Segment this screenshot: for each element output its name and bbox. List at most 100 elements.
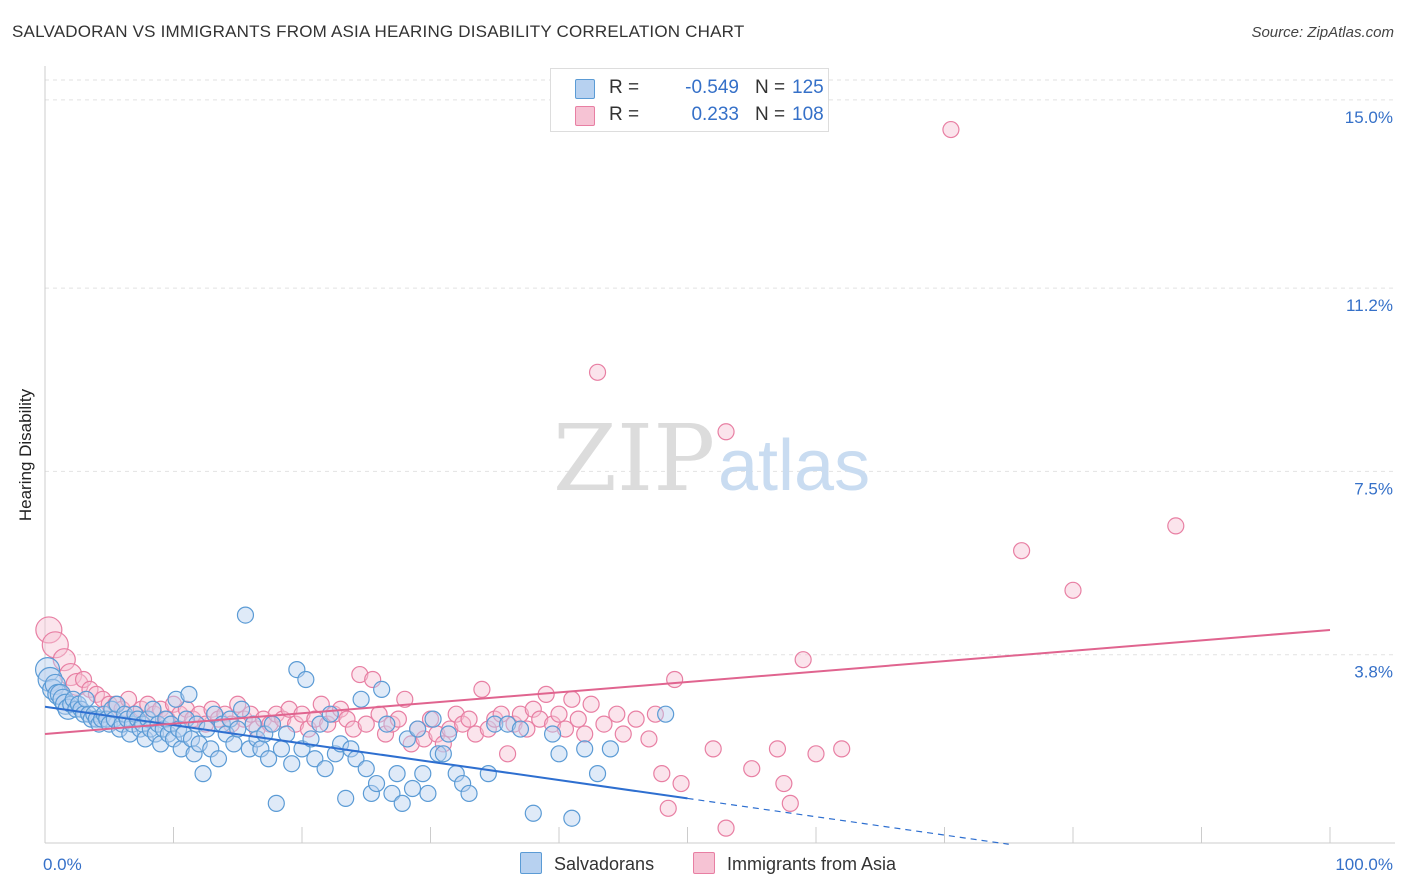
legend-swatch-blue (575, 79, 595, 99)
point-immigrants-from-asia (524, 700, 542, 718)
point-immigrants-from-asia (473, 680, 491, 699)
point-salvadorans (550, 745, 568, 763)
point-immigrants-from-asia (492, 705, 510, 723)
point-immigrants-from-asia (569, 710, 587, 728)
n-label: N = (755, 104, 786, 125)
point-salvadorans (337, 789, 355, 808)
point-immigrants-from-asia (743, 760, 761, 778)
point-salvadorans (563, 809, 581, 827)
point-immigrants-from-asia (1064, 581, 1082, 599)
point-immigrants-from-asia (717, 819, 735, 837)
point-salvadorans (576, 740, 594, 758)
point-immigrants-from-asia (460, 710, 478, 728)
point-immigrants-from-asia (653, 765, 671, 783)
r-value: 0.233 (691, 104, 739, 125)
point-immigrants-from-asia (531, 710, 549, 728)
point-salvadorans (393, 794, 411, 812)
trend-line-immigrants-from-asia (44, 628, 1331, 735)
point-salvadorans (357, 760, 375, 778)
point-salvadorans (263, 715, 282, 733)
point-immigrants-from-asia (640, 730, 658, 748)
n-value: 108 (792, 104, 824, 125)
axes-layer (44, 66, 1395, 844)
point-immigrants-from-asia (396, 690, 414, 708)
r-label: R = (609, 104, 640, 125)
point-salvadorans (236, 606, 255, 624)
point-salvadorans (326, 745, 345, 763)
point-immigrants-from-asia (550, 705, 568, 723)
point-salvadorans (167, 690, 185, 708)
point-salvadorans (486, 715, 504, 733)
point-salvadorans (121, 725, 139, 743)
point-salvadorans (378, 715, 396, 733)
point-immigrants-from-asia (434, 735, 452, 753)
point-salvadorans (398, 730, 416, 748)
point-immigrants-from-asia (518, 720, 536, 738)
legend-swatch-blue (520, 852, 542, 874)
point-salvadorans (306, 750, 324, 768)
point-immigrants-from-asia (306, 710, 324, 728)
point-salvadorans (321, 705, 339, 723)
point-salvadorans (543, 725, 562, 743)
point-salvadorans (429, 745, 447, 763)
r-label: R = (609, 77, 640, 98)
point-salvadorans (225, 735, 243, 753)
point-salvadorans (362, 784, 380, 803)
point-salvadorans (414, 765, 432, 783)
point-immigrants-from-asia (35, 616, 63, 644)
point-immigrants-from-asia (833, 740, 851, 758)
point-salvadorans (352, 690, 370, 708)
source-label: Source: ZipAtlas.com (1251, 24, 1394, 41)
point-salvadorans (511, 720, 530, 738)
point-immigrants-from-asia (768, 740, 787, 758)
watermark-atlas: atlas (718, 426, 870, 506)
point-immigrants-from-asia (672, 774, 690, 793)
point-salvadorans (419, 784, 437, 803)
point-salvadorans (311, 715, 329, 733)
point-immigrants-from-asia (807, 745, 825, 763)
legend-item-immigrants-from-asia[interactable]: Immigrants from Asia (693, 852, 896, 875)
point-salvadorans (272, 740, 291, 758)
point-immigrants-from-asia (1167, 517, 1185, 535)
point-immigrants-from-asia (582, 695, 600, 713)
point-salvadorans (588, 765, 607, 783)
tick-labels: 3.8% 7.5% 11.2% 15.0% 0.0% 100.0% (43, 108, 1393, 874)
point-immigrants-from-asia (666, 670, 684, 689)
point-salvadorans (77, 690, 95, 708)
point-immigrants-from-asia (415, 730, 433, 748)
point-salvadorans (460, 784, 478, 803)
point-immigrants-from-asia (704, 740, 722, 758)
point-immigrants-from-asia (351, 665, 369, 684)
trend-lines (44, 628, 1331, 845)
point-salvadorans (194, 765, 212, 783)
point-immigrants-from-asia (627, 710, 645, 728)
point-salvadorans (283, 755, 301, 773)
point-salvadorans (524, 804, 542, 822)
point-salvadorans (139, 710, 157, 728)
point-salvadorans (185, 745, 203, 763)
point-salvadorans (657, 705, 675, 723)
point-immigrants-from-asia (781, 794, 799, 812)
legend-item-salvadorans[interactable]: Salvadorans (520, 852, 654, 875)
y-axis-label: Hearing Disability (16, 388, 35, 522)
point-immigrants-from-asia (614, 725, 632, 743)
trend-line-salvadorans (44, 705, 688, 800)
point-immigrants-from-asia (357, 715, 375, 733)
point-immigrants-from-asia (164, 695, 183, 713)
point-immigrants-from-asia (344, 720, 362, 738)
x-tick-label-max: 100.0% (1335, 855, 1393, 874)
point-salvadorans (172, 740, 190, 758)
point-immigrants-from-asia (595, 715, 613, 733)
point-immigrants-from-asia (177, 700, 195, 718)
point-salvadorans (302, 730, 320, 748)
point-immigrants-from-asia (74, 670, 93, 689)
watermark-zip: ZIP (553, 405, 715, 512)
point-immigrants-from-asia (556, 720, 575, 738)
y-tick-label: 7.5% (1354, 479, 1393, 498)
point-immigrants-from-asia (543, 715, 562, 733)
point-salvadorans (439, 725, 458, 743)
point-immigrants-from-asia (942, 120, 960, 139)
point-salvadorans (259, 750, 278, 768)
point-immigrants-from-asia (659, 799, 677, 817)
